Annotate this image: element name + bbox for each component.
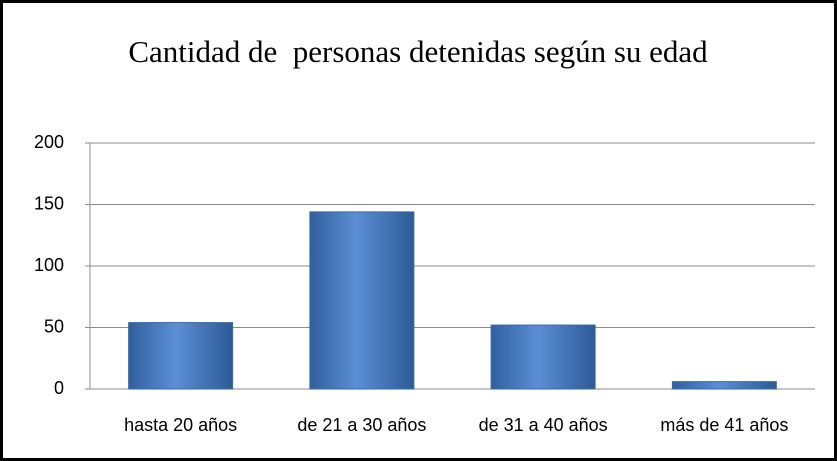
x-tick-label: de 21 a 30 años — [297, 415, 426, 435]
y-tick-label: 100 — [34, 255, 64, 275]
bar — [490, 324, 596, 390]
x-tick-label: de 31 a 40 años — [479, 415, 608, 435]
x-tick-label: hasta 20 años — [124, 415, 237, 435]
x-tick-label: más de 41 años — [660, 415, 788, 435]
y-tick-label: 0 — [54, 378, 64, 398]
y-tick-label: 50 — [44, 316, 64, 336]
bar — [128, 322, 234, 390]
bar — [309, 211, 415, 390]
y-tick-label: 200 — [34, 132, 64, 152]
y-tick-label: 150 — [34, 193, 64, 213]
bar — [671, 381, 777, 390]
chart-title: Cantidad de personas detenidas según su … — [128, 34, 708, 69]
